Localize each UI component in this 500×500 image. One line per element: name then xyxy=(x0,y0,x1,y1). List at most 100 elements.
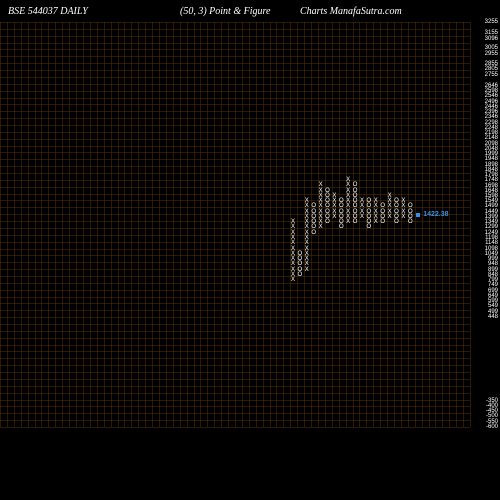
grid-h xyxy=(0,118,470,119)
grid-h xyxy=(0,152,470,153)
pf-x-mark: X xyxy=(359,198,365,204)
grid-v xyxy=(166,22,167,427)
pf-x-mark: X xyxy=(387,214,393,220)
grid-v xyxy=(270,22,271,427)
pf-x-mark: X xyxy=(345,177,351,183)
pf-x-mark: X xyxy=(304,261,310,267)
grid-h xyxy=(0,63,470,64)
grid-h xyxy=(0,228,470,229)
pf-x-mark: X xyxy=(304,203,310,209)
grid-v xyxy=(76,22,77,427)
pf-x-mark: X xyxy=(304,235,310,241)
pf-o-mark: O xyxy=(297,272,303,278)
pf-x-mark: X xyxy=(318,193,324,199)
pf-o-mark: O xyxy=(297,251,303,257)
pf-x-mark: X xyxy=(304,209,310,215)
grid-h xyxy=(0,91,470,92)
grid-h xyxy=(0,290,470,291)
pf-x-mark: X xyxy=(304,230,310,236)
grid-h xyxy=(0,187,470,188)
pf-x-mark: X xyxy=(345,198,351,204)
pf-x-mark: X xyxy=(318,182,324,188)
y-tick-label: 448 xyxy=(472,314,498,320)
grid-h xyxy=(0,365,470,366)
pf-x-mark: X xyxy=(290,235,296,241)
grid-v xyxy=(422,22,423,427)
pf-o-mark: O xyxy=(352,198,358,204)
grid-v xyxy=(104,22,105,427)
pf-o-mark: O xyxy=(325,193,331,199)
grid-h xyxy=(0,317,470,318)
grid-v xyxy=(242,22,243,427)
pf-x-mark: X xyxy=(373,203,379,209)
grid-h xyxy=(0,139,470,140)
pf-o-mark: O xyxy=(394,203,400,209)
grid-v xyxy=(7,22,8,427)
pf-o-mark: O xyxy=(338,214,344,220)
grid-v xyxy=(111,22,112,427)
pf-x-mark: X xyxy=(400,198,406,204)
pf-o-mark: O xyxy=(407,203,413,209)
source-label: Charts ManafaSutra.com xyxy=(300,6,402,17)
grid-h xyxy=(0,297,470,298)
grid-v xyxy=(194,22,195,427)
pf-x-mark: X xyxy=(290,277,296,283)
price-marker-icon xyxy=(416,213,420,217)
grid-h xyxy=(0,49,470,50)
pf-o-mark: O xyxy=(338,209,344,215)
y-tick-label: 3096 xyxy=(472,36,498,42)
pf-o-mark: O xyxy=(366,224,372,230)
pf-o-mark: O xyxy=(338,219,344,225)
grid-h xyxy=(0,406,470,407)
grid-v xyxy=(35,22,36,427)
pf-o-mark: O xyxy=(394,219,400,225)
grid-h xyxy=(0,125,470,126)
pf-o-mark: O xyxy=(311,224,317,230)
pf-o-mark: O xyxy=(352,182,358,188)
grid-v xyxy=(41,22,42,427)
pf-x-mark: X xyxy=(331,203,337,209)
y-tick-label: 3155 xyxy=(472,30,498,36)
pf-x-mark: X xyxy=(290,224,296,230)
pf-o-mark: O xyxy=(394,209,400,215)
grid-h xyxy=(0,111,470,112)
grid-v xyxy=(463,22,464,427)
grid-v xyxy=(124,22,125,427)
grid-v xyxy=(456,22,457,427)
pf-x-mark: X xyxy=(345,219,351,225)
pf-x-mark: X xyxy=(304,256,310,262)
y-tick-label: 3255 xyxy=(472,19,498,25)
pf-o-mark: O xyxy=(325,219,331,225)
grid-h xyxy=(0,283,470,284)
grid-h xyxy=(0,235,470,236)
grid-h xyxy=(0,262,470,263)
grid-h xyxy=(0,276,470,277)
grid-h xyxy=(0,358,470,359)
pf-o-mark: O xyxy=(352,203,358,209)
chart-header: BSE 544037 DAILY (50, 3) Point & Figure … xyxy=(0,6,500,22)
grid-v xyxy=(152,22,153,427)
grid-v xyxy=(228,22,229,427)
pf-x-mark: X xyxy=(400,209,406,215)
grid-v xyxy=(118,22,119,427)
pnf-chart: XXXXXXXXXXXXOOOOOXXXXXXXXXXXXXXOOOOOOXXX… xyxy=(0,22,470,427)
y-axis: 3255315530963005295528552805275526462598… xyxy=(472,22,498,427)
pf-x-mark: X xyxy=(304,214,310,220)
pf-o-mark: O xyxy=(407,219,413,225)
pf-o-mark: O xyxy=(366,214,372,220)
pf-o-mark: O xyxy=(366,198,372,204)
grid-h xyxy=(0,249,470,250)
grid-v xyxy=(249,22,250,427)
grid-v xyxy=(0,22,1,427)
grid-h xyxy=(0,427,470,428)
pf-o-mark: O xyxy=(380,203,386,209)
pf-x-mark: X xyxy=(400,214,406,220)
pf-x-mark: X xyxy=(345,182,351,188)
pf-o-mark: O xyxy=(325,203,331,209)
grid-h xyxy=(0,104,470,105)
grid-h xyxy=(0,180,470,181)
grid-v xyxy=(332,22,333,427)
grid-h xyxy=(0,386,470,387)
pf-x-mark: X xyxy=(318,219,324,225)
pf-o-mark: O xyxy=(338,203,344,209)
